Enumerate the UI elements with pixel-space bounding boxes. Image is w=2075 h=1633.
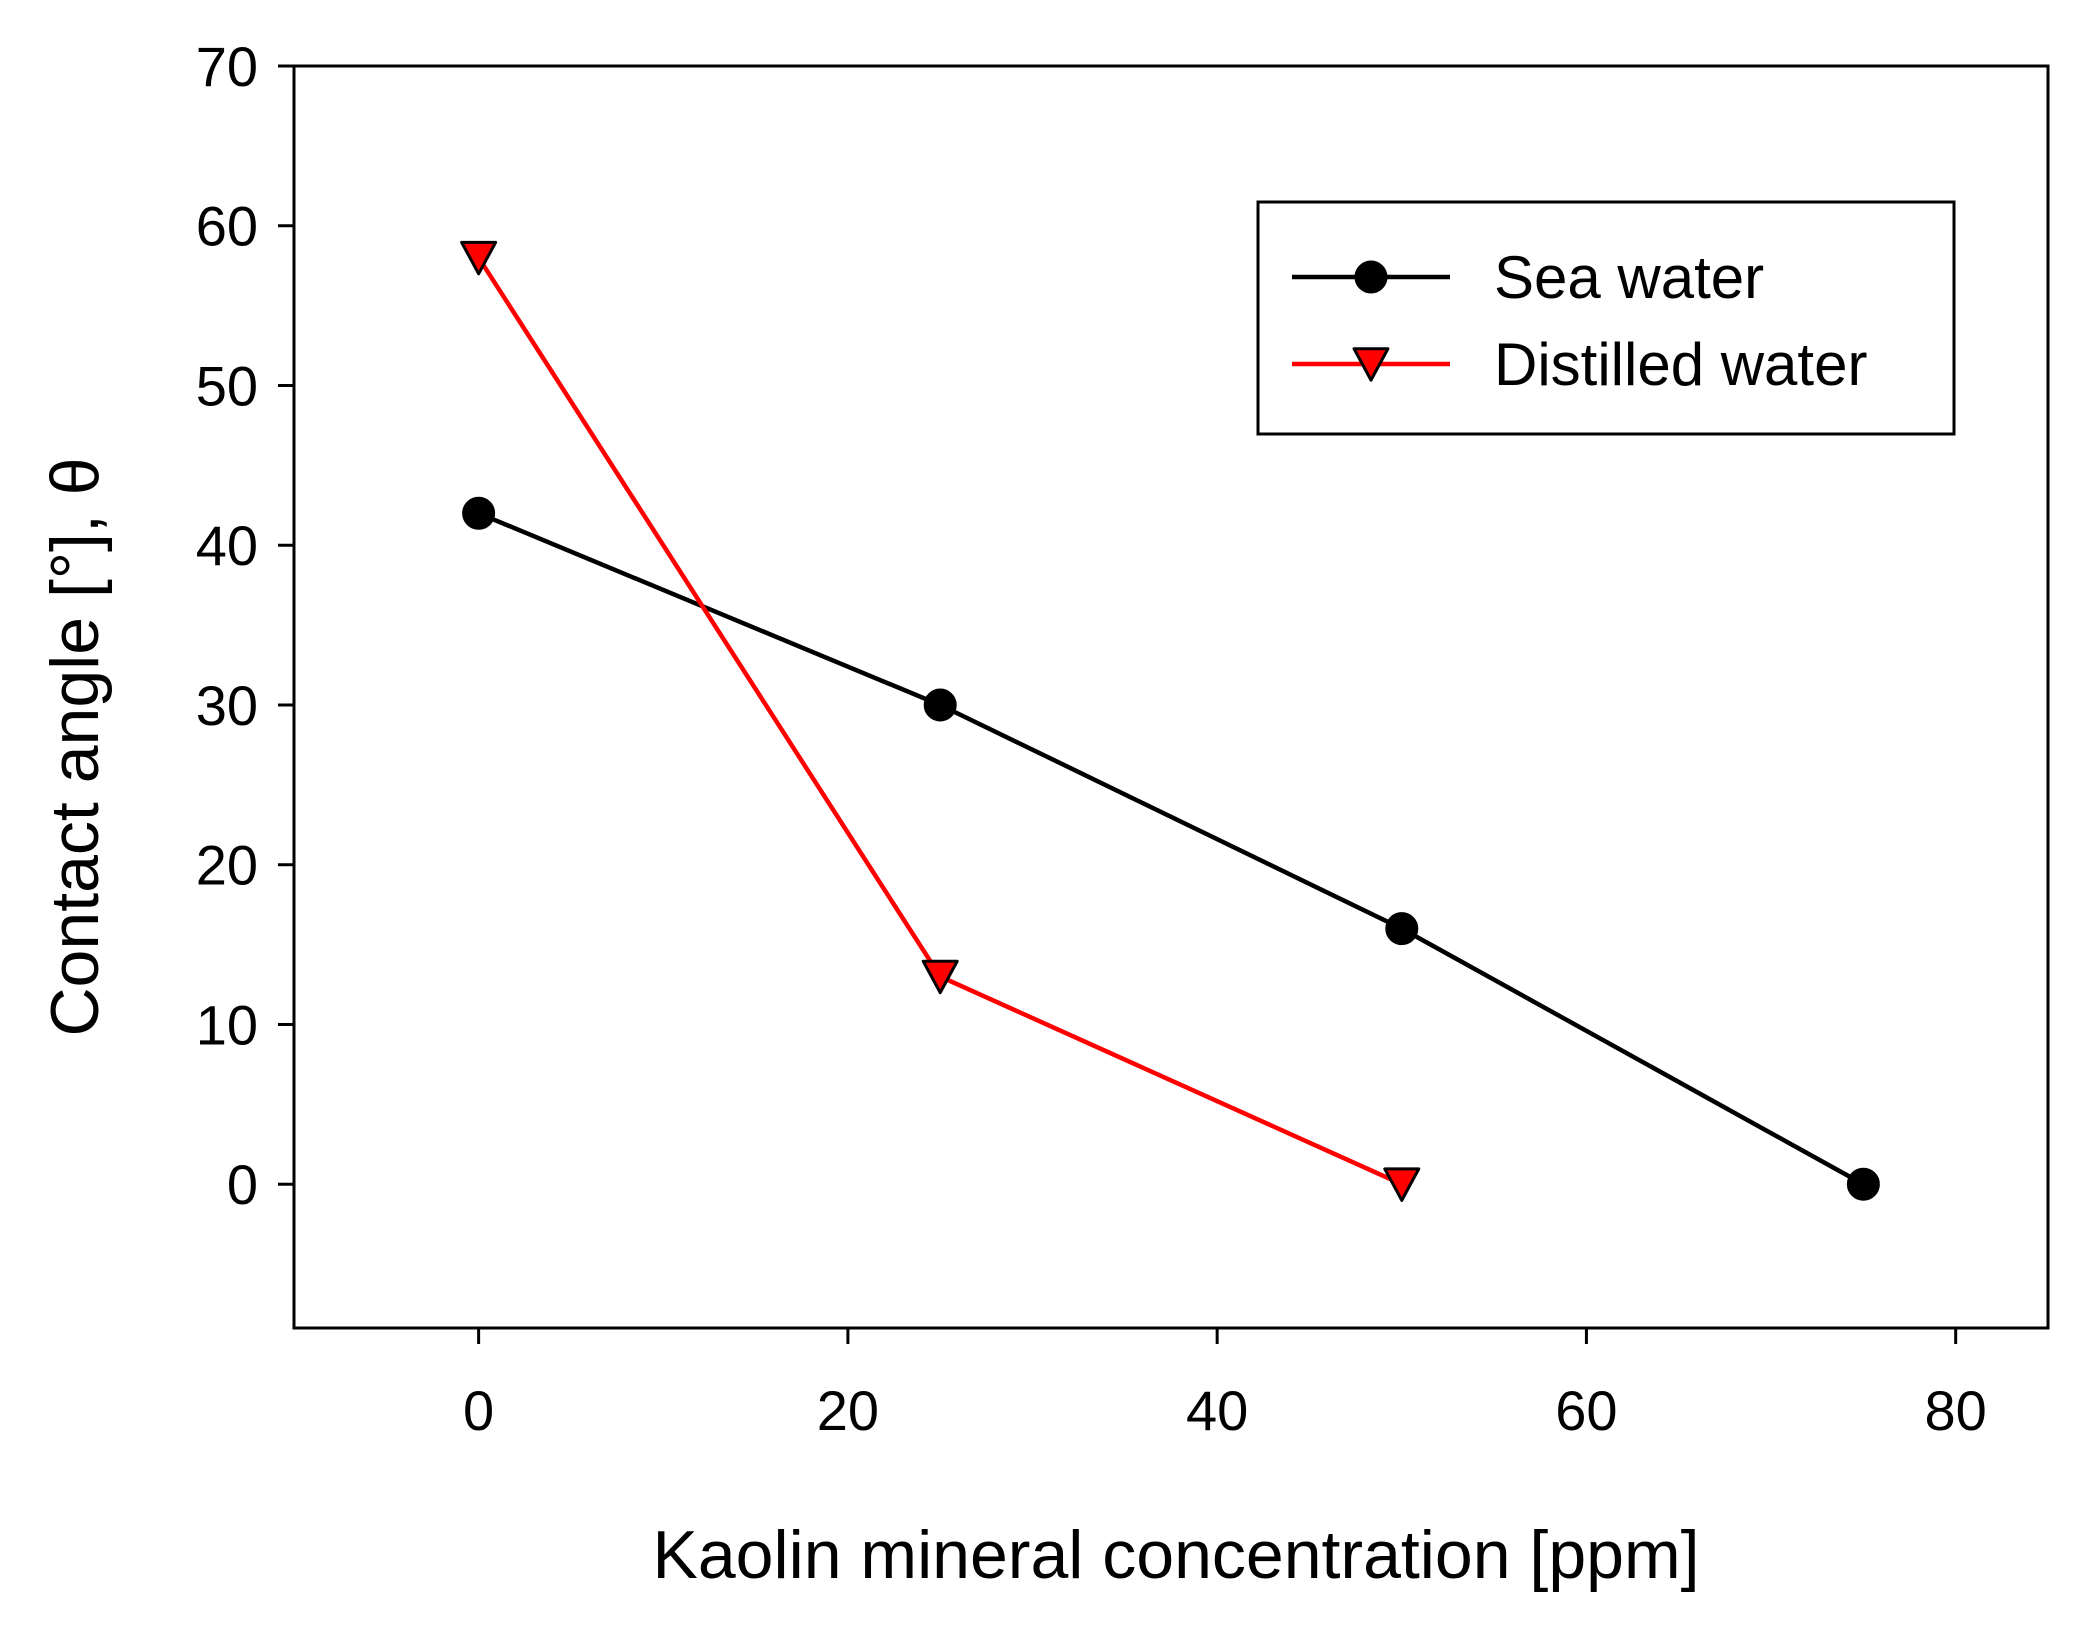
data-point-distilled-water-0: [460, 240, 498, 276]
series-layer: [460, 240, 1880, 1202]
series-sea-water: [462, 496, 1880, 1201]
data-point-sea-water-2: [1385, 912, 1419, 946]
plot-frame: [292, 64, 2050, 1330]
y-tick-label-70: 70: [196, 35, 258, 98]
y-tick-label-40: 40: [196, 514, 258, 577]
legend-box: [1256, 200, 1956, 436]
data-point-distilled-water-1: [921, 959, 959, 995]
legend-entry-sea-water: Sea water: [1292, 244, 1764, 311]
y-tick-label-0: 0: [227, 1153, 258, 1216]
x-tick-label-80: 80: [1925, 1379, 1987, 1442]
legend-marker-sea-water: [1354, 260, 1388, 294]
x-axis-title: Kaolin mineral concentration [ppm]: [653, 1517, 1700, 1593]
y-tick-label-20: 20: [196, 834, 258, 897]
legend-entry-distilled-water: Distilled water: [1292, 331, 1867, 398]
y-tick-label-10: 10: [196, 993, 258, 1056]
y-tick-label-60: 60: [196, 195, 258, 258]
data-point-distilled-water-2: [1383, 1167, 1421, 1202]
legend-entries: Sea water Distilled water: [1292, 244, 1867, 398]
data-point-sea-water-0: [462, 496, 496, 530]
y-axis-title: Contact angle [°], θ: [37, 457, 113, 1036]
x-tick-label-40: 40: [1186, 1379, 1248, 1442]
legend-label-sea-water: Sea water: [1494, 244, 1764, 311]
legend: Sea water Distilled water: [1256, 200, 1956, 436]
axis-layer: 0 10 20 30 40 50 60 70 0 20 40 60 80: [196, 35, 1987, 1442]
y-tick-label-30: 30: [196, 674, 258, 737]
data-point-sea-water-1: [923, 688, 957, 722]
data-point-sea-water-3: [1846, 1167, 1880, 1201]
x-tick-label-20: 20: [817, 1379, 879, 1442]
x-tick-label-0: 0: [463, 1379, 494, 1442]
y-tick-label-50: 50: [196, 354, 258, 417]
series-distilled-water: [460, 240, 1421, 1202]
series-line-sea-water: [477, 511, 1865, 1187]
legend-marker-distilled-water: [1352, 347, 1390, 382]
x-tick-label-60: 60: [1555, 1379, 1617, 1442]
legend-label-distilled-water: Distilled water: [1494, 331, 1867, 398]
